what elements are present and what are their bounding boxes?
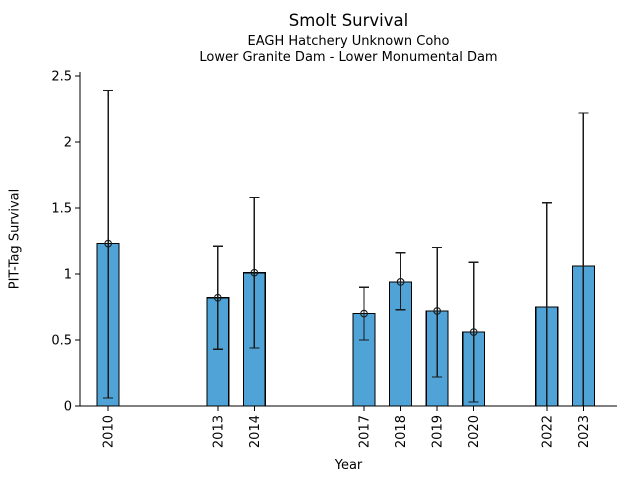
marker-circle: [396, 278, 405, 286]
y-tick-label: 2: [64, 136, 72, 151]
y-tick-label: 0: [64, 400, 72, 415]
x-tick-label: 2019: [431, 415, 446, 448]
x-tick-label: 2020: [467, 415, 482, 448]
y-tick-label: 0.5: [51, 334, 72, 349]
marker-circle: [104, 239, 112, 248]
x-tick-label: 2010: [102, 415, 117, 448]
chart-subtitle-1: EAGH Hatchery Unknown Coho: [247, 34, 450, 49]
x-axis-label: Year: [334, 458, 363, 473]
x-tick-label: 2013: [211, 415, 226, 448]
marker-circle: [250, 268, 259, 277]
x-tick-label: 2018: [394, 415, 409, 448]
marker-circle: [469, 328, 478, 336]
x-tick-label: 2017: [358, 415, 373, 448]
marker-circle: [433, 307, 441, 315]
chart-subtitle-2: Lower Granite Dam - Lower Monumental Dam: [199, 50, 498, 65]
marker-circle: [360, 309, 368, 318]
y-tick-label: 1.5: [51, 202, 72, 217]
y-tick-label: 2.5: [51, 70, 72, 85]
x-tick-label: 2014: [248, 415, 263, 448]
y-tick-label: 1: [64, 268, 72, 283]
x-tick-label: 2023: [577, 415, 592, 448]
x-tick-label: 2022: [540, 415, 555, 448]
marker-circle: [213, 293, 222, 302]
chart-title: Smolt Survival: [288, 11, 409, 30]
